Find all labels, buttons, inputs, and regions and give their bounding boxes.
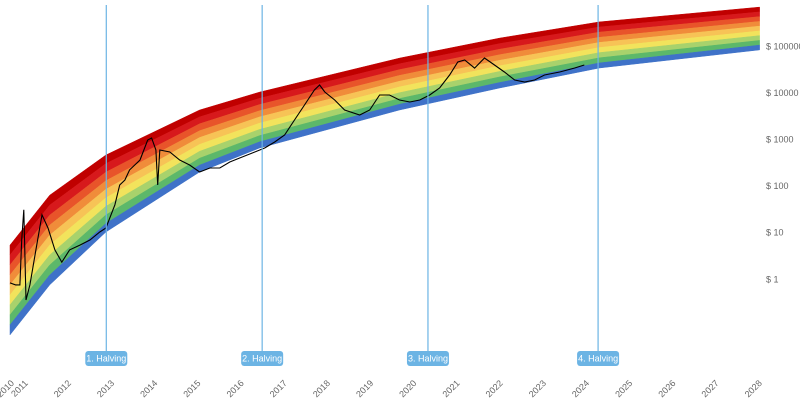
x-tick-label: 2016 — [225, 378, 246, 399]
halving-label: 1. Halving — [86, 353, 126, 363]
halving-badge — [577, 351, 620, 366]
x-tick-label: 2017 — [268, 378, 289, 399]
x-tick-label: 2015 — [181, 378, 202, 399]
x-tick-label: 2012 — [52, 378, 73, 399]
y-tick-label: $ 100 — [766, 181, 789, 191]
x-tick-label: 2018 — [311, 378, 332, 399]
x-tick-label: 2026 — [656, 378, 677, 399]
halving-badge — [85, 351, 128, 366]
halving-label: 4. Halving — [578, 353, 618, 363]
halving-label: 2. Halving — [242, 353, 282, 363]
x-tick-label: 2011 — [9, 378, 30, 399]
y-tick-label: $ 10 — [766, 228, 784, 238]
x-tick-label: 2013 — [95, 378, 116, 399]
x-tick-label: 2023 — [527, 378, 548, 399]
x-tick-label: 2020 — [397, 378, 418, 399]
halving-label: 3. Halving — [408, 353, 448, 363]
x-tick-label: 2028 — [743, 378, 764, 399]
halving-badge — [406, 351, 449, 366]
y-tick-label: $ 100000 — [766, 41, 800, 51]
x-tick-label: 2022 — [484, 378, 505, 399]
y-tick-label: $ 1000 — [766, 135, 794, 145]
y-tick-label: $ 10000 — [766, 88, 799, 98]
x-tick-label: 2019 — [354, 378, 375, 399]
x-tick-label: 2024 — [570, 378, 591, 399]
y-tick-label: $ 1 — [766, 274, 779, 284]
x-tick-label: 2025 — [613, 378, 634, 399]
price-line — [9, 57, 585, 301]
halving-badge — [241, 351, 284, 366]
x-tick-label: 2014 — [138, 378, 159, 399]
x-tick-label: 2027 — [700, 378, 721, 399]
x-tick-label: 2021 — [440, 378, 461, 399]
